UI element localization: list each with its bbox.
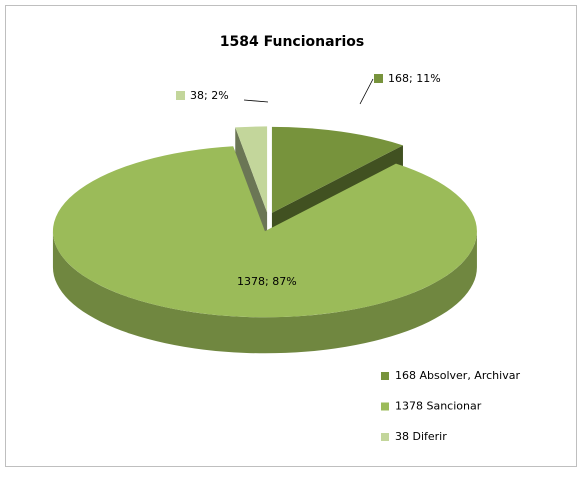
leader-line (243, 99, 269, 103)
legend-key (381, 372, 389, 380)
label-key (176, 91, 185, 100)
legend-label: 38 Diferir (395, 430, 447, 443)
data-label: 1378; 87% (237, 275, 297, 288)
label-key (374, 74, 383, 83)
legend-key (381, 433, 389, 441)
data-label: 168; 11% (388, 72, 441, 85)
pie-slice (235, 126, 268, 213)
legend-key (381, 402, 389, 411)
pie-slice (271, 126, 403, 213)
legend-label: 1378 Sancionar (395, 400, 482, 413)
pie-slice (52, 146, 477, 318)
slice-wall (52, 231, 477, 354)
data-label: 38; 2% (190, 89, 229, 102)
legend-label: 168 Absolver, Archivar (395, 369, 520, 382)
chart-title: 1584 Funcionarios (220, 34, 364, 50)
leader-line (359, 78, 374, 105)
